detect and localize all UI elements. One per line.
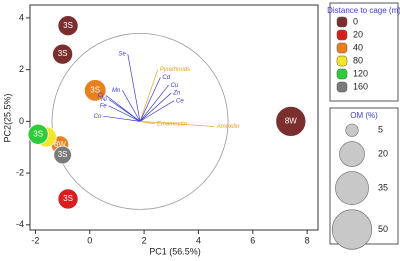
point bbox=[83, 79, 107, 102]
loading-label: Cr bbox=[98, 93, 105, 99]
x-tick-label: -2 bbox=[31, 235, 39, 245]
legend-swatch bbox=[336, 55, 348, 67]
x-tick-label: 6 bbox=[250, 235, 255, 245]
size-legend-label: 5 bbox=[378, 125, 383, 135]
legend-swatch bbox=[336, 16, 348, 28]
loading-label: Emamectin bbox=[157, 122, 188, 128]
size-legend-label: 20 bbox=[378, 148, 388, 158]
x-tick-label: 8 bbox=[305, 235, 310, 245]
loading-arrow bbox=[139, 84, 169, 122]
point bbox=[57, 15, 79, 37]
legend-label: 20 bbox=[353, 29, 363, 39]
size-legend-circle bbox=[335, 171, 369, 205]
loading-arrow bbox=[103, 115, 141, 122]
legend-label: 80 bbox=[353, 55, 363, 65]
point-label: 3S bbox=[63, 21, 73, 30]
point-label: 8W bbox=[54, 140, 66, 149]
size-legend-circle bbox=[339, 141, 365, 167]
point-label: 3S bbox=[33, 129, 43, 138]
loading-arrow bbox=[122, 90, 141, 122]
loading-arrow bbox=[127, 54, 141, 122]
y-axis-title: PC2(25.5%) bbox=[2, 93, 12, 142]
loading-arrow bbox=[139, 77, 161, 122]
y-tick-label: 4 bbox=[19, 12, 24, 22]
legend-label: 120 bbox=[353, 68, 368, 78]
point-label: 3S bbox=[58, 49, 68, 58]
legend-swatch bbox=[336, 29, 348, 41]
plot-frame bbox=[29, 4, 319, 231]
point bbox=[275, 105, 307, 137]
x-tick-label: 2 bbox=[142, 235, 147, 245]
point bbox=[27, 123, 49, 145]
loading-label: Cu bbox=[171, 83, 179, 89]
y-tick-label: -2 bbox=[16, 167, 24, 177]
x-tick-label: 4 bbox=[196, 235, 201, 245]
size-legend-title: OM (%) bbox=[350, 111, 378, 120]
x-axis-title: PC1 (56.5%) bbox=[149, 246, 201, 256]
loading-label: Mn bbox=[112, 88, 121, 94]
loading-arrow bbox=[139, 100, 175, 122]
point-label: 3S bbox=[58, 150, 68, 159]
loading-label: Amoxilin bbox=[216, 124, 240, 130]
loading-label: Pyrethroids bbox=[160, 67, 190, 73]
loading-label: Ce bbox=[176, 98, 184, 104]
loading-arrow bbox=[140, 121, 215, 127]
point bbox=[53, 145, 72, 165]
loading-label: Se bbox=[118, 52, 126, 58]
y-tick-label: 0 bbox=[19, 116, 24, 126]
legend-label: 40 bbox=[353, 42, 363, 52]
loading-arrow bbox=[108, 99, 141, 122]
loading-arrow bbox=[139, 69, 159, 122]
loading-arrow bbox=[139, 92, 172, 122]
point-label: 8W bbox=[285, 116, 297, 125]
y-tick-label: 2 bbox=[19, 64, 24, 74]
legend-label: 160 bbox=[353, 81, 368, 91]
loading-label: Cd bbox=[162, 75, 170, 81]
y-tick-label: -4 bbox=[16, 219, 24, 229]
point-label: 3S bbox=[90, 85, 100, 94]
x-tick-label: 0 bbox=[87, 235, 92, 245]
legend-swatch bbox=[336, 68, 348, 80]
size-legend-circle bbox=[345, 123, 359, 137]
color-legend-title: Distance to cage (m) bbox=[327, 6, 400, 15]
legend-swatch bbox=[336, 81, 348, 93]
loading-label: Fe bbox=[100, 103, 108, 109]
point bbox=[52, 43, 74, 65]
loading-arrow bbox=[108, 105, 141, 122]
correlation-circle bbox=[51, 32, 229, 210]
size-legend-label: 35 bbox=[378, 183, 388, 193]
loading-label: Ni bbox=[101, 97, 107, 103]
point bbox=[57, 188, 79, 210]
loading-label: Zn bbox=[172, 91, 181, 97]
size-legend-circle bbox=[331, 209, 373, 250]
point-label: 3S bbox=[63, 194, 73, 203]
legend-label: 0 bbox=[353, 16, 358, 26]
size-legend-label: 50 bbox=[378, 224, 388, 234]
legend-swatch bbox=[336, 42, 348, 54]
loading-label: Co bbox=[94, 114, 102, 120]
